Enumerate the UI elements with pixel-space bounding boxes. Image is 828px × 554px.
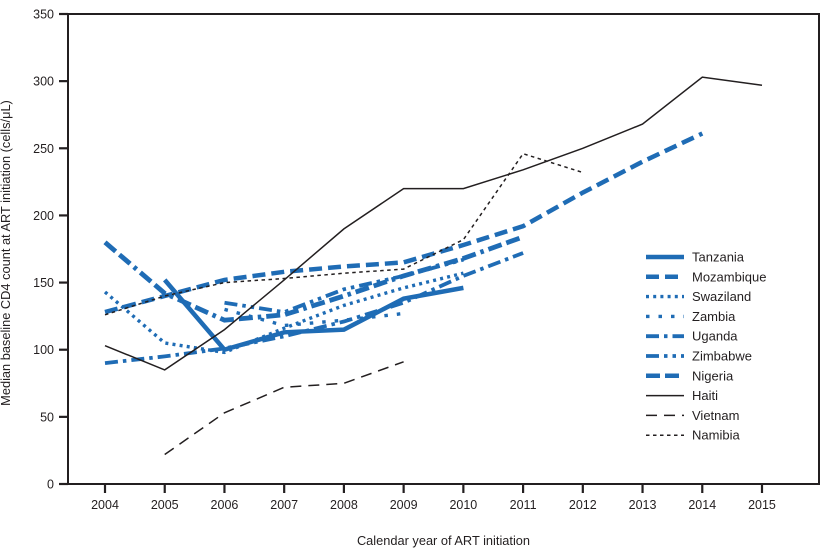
- legend-label-zimbabwe: Zimbabwe: [692, 349, 752, 364]
- x-tick-label-2004: 2004: [91, 498, 119, 512]
- legend-item-haiti: Haiti: [646, 388, 718, 403]
- series-line-vietnam: [164, 361, 404, 456]
- legend-label-tanzania: Tanzania: [692, 250, 745, 265]
- x-tick-label-2015: 2015: [748, 498, 776, 512]
- y-tick-label-250: 250: [33, 142, 54, 156]
- legend-label-haiti: Haiti: [692, 388, 718, 403]
- y-tick-label-300: 300: [33, 75, 54, 89]
- x-tick-label-2014: 2014: [688, 498, 716, 512]
- legend-item-nigeria: Nigeria: [646, 368, 734, 383]
- series-line-zimbabwe: [224, 257, 464, 315]
- legend-item-vietnam: Vietnam: [646, 408, 739, 423]
- series-line-mozambique: [104, 131, 704, 315]
- legend-label-vietnam: Vietnam: [692, 408, 739, 423]
- legend-label-mozambique: Mozambique: [692, 269, 766, 284]
- x-tick-label-2005: 2005: [151, 498, 179, 512]
- x-tick-label-2009: 2009: [390, 498, 418, 512]
- series-line-nigeria: [103, 234, 524, 323]
- legend-item-swaziland: Swaziland: [646, 289, 751, 304]
- y-tick-label-150: 150: [33, 276, 54, 290]
- x-tick-label-2008: 2008: [330, 498, 358, 512]
- x-tick-label-2012: 2012: [569, 498, 597, 512]
- legend-label-zambia: Zambia: [692, 309, 736, 324]
- x-tick-label-2013: 2013: [629, 498, 657, 512]
- x-tick-label-2007: 2007: [270, 498, 298, 512]
- y-tick-label-200: 200: [33, 209, 54, 223]
- legend-item-uganda: Uganda: [646, 329, 738, 344]
- legend-label-namibia: Namibia: [692, 428, 740, 443]
- y-tick-label-50: 50: [40, 410, 54, 424]
- legend-label-nigeria: Nigeria: [692, 368, 734, 383]
- legend-label-swaziland: Swaziland: [692, 289, 751, 304]
- x-tick-label-2006: 2006: [211, 498, 239, 512]
- legend-label-uganda: Uganda: [692, 329, 738, 344]
- legend-item-tanzania: Tanzania: [646, 250, 745, 265]
- legend-item-mozambique: Mozambique: [646, 269, 766, 284]
- y-tick-label-350: 350: [33, 8, 54, 22]
- x-axis-title: Calendar year of ART initiation: [356, 533, 531, 548]
- x-tick-label-2010: 2010: [449, 498, 477, 512]
- series-line-zambia: [224, 307, 404, 328]
- legend-item-zimbabwe: Zimbabwe: [646, 349, 752, 364]
- x-tick-label-2011: 2011: [510, 498, 537, 512]
- series-line-uganda: [104, 251, 524, 365]
- series-line-swaziland: [103, 271, 464, 355]
- y-tick-label-100: 100: [33, 343, 54, 357]
- plot-border: [67, 13, 820, 485]
- y-tick-label-0: 0: [47, 478, 54, 492]
- legend-item-namibia: Namibia: [646, 428, 740, 443]
- legend-item-zambia: Zambia: [646, 309, 736, 324]
- series-line-haiti: [104, 76, 763, 371]
- y-axis-title: Median baseline CD4 count at ART initiat…: [0, 100, 13, 406]
- series-line-tanzania: [162, 278, 464, 353]
